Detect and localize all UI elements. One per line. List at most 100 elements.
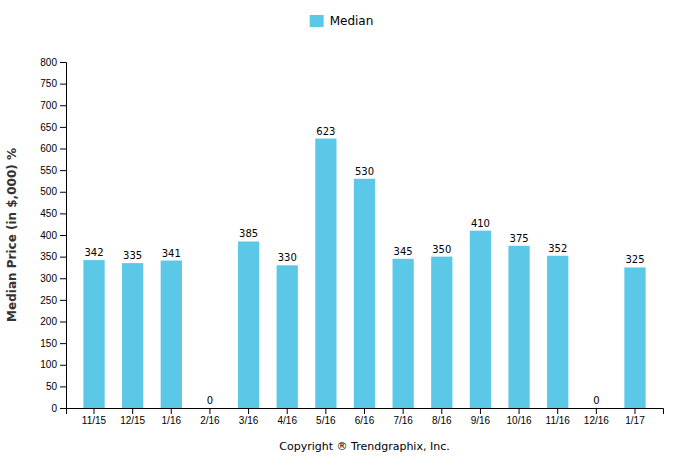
- y-tick-mark: [60, 213, 66, 214]
- y-tick: 600: [40, 143, 66, 154]
- y-axis-line: [60, 63, 67, 409]
- data-label: 530: [355, 166, 374, 177]
- y-tick-label: 550: [40, 165, 57, 176]
- y-tick-mark: [60, 386, 66, 387]
- data-label: 352: [548, 243, 567, 254]
- legend-label: Median: [330, 14, 374, 28]
- y-tick: 800: [40, 57, 66, 68]
- data-label: 325: [625, 254, 644, 265]
- y-tick-label: 300: [40, 273, 57, 284]
- bar: [277, 265, 298, 408]
- x-tick: 11/16: [546, 408, 571, 426]
- x-tick: 1/16: [162, 408, 182, 426]
- x-tick-mark: [480, 408, 481, 414]
- y-tick: 400: [40, 230, 66, 241]
- x-tick-label: 1/16: [162, 415, 182, 426]
- x-tick-label: 9/16: [471, 415, 491, 426]
- x-axis-line: [67, 409, 664, 415]
- y-tick: 100: [40, 359, 66, 370]
- x-tick-label: 5/16: [316, 415, 336, 426]
- y-tick-mark: [60, 343, 66, 344]
- data-label: 623: [316, 126, 335, 137]
- data-label: 0: [593, 395, 599, 406]
- y-tick-label: 600: [40, 143, 57, 154]
- x-tick-mark: [209, 408, 210, 414]
- x-tick: 11/15: [82, 408, 107, 426]
- y-tick: 0: [51, 403, 66, 414]
- x-tick: 2/16: [200, 408, 220, 426]
- x-tick-mark: [596, 408, 597, 414]
- bar: [586, 408, 607, 409]
- x-tick-mark: [557, 408, 558, 414]
- data-label: 342: [84, 247, 103, 258]
- data-label: 410: [471, 218, 490, 229]
- y-tick: 550: [40, 165, 66, 176]
- x-tick-label: 8/16: [432, 415, 452, 426]
- data-label: 330: [278, 252, 297, 263]
- y-tick-label: 50: [46, 381, 58, 392]
- plot: 3423353410385330623530345350410375352032…: [40, 57, 663, 426]
- y-tick-label: 650: [40, 122, 57, 133]
- x-tick-mark: [519, 408, 520, 414]
- y-tick-label: 800: [40, 57, 57, 68]
- y-tick-label: 500: [40, 186, 57, 197]
- bar: [547, 256, 568, 408]
- bar: [83, 260, 104, 408]
- x-tick: 9/16: [471, 408, 491, 426]
- x-tick-mark: [248, 408, 249, 414]
- y-tick: 300: [40, 273, 66, 284]
- y-tick-label: 0: [51, 403, 57, 414]
- x-tick: 5/16: [316, 408, 336, 426]
- x-tick: 12/15: [120, 408, 145, 426]
- x-tick-mark: [287, 408, 288, 414]
- y-tick-label: 750: [40, 78, 57, 89]
- x-tick: 12/16: [584, 408, 609, 426]
- y-tick-mark: [60, 300, 66, 301]
- y-tick: 650: [40, 122, 66, 133]
- x-tick: 1/17: [625, 408, 645, 426]
- x-tick-label: 4/16: [277, 415, 297, 426]
- x-tick-label: 6/16: [355, 415, 375, 426]
- x-tick-label: 10/16: [507, 415, 532, 426]
- y-tick-mark: [60, 408, 66, 409]
- y-tick-mark: [60, 84, 66, 85]
- bar: [354, 179, 375, 408]
- x-tick-label: 11/15: [82, 415, 107, 426]
- x-tick-label: 12/15: [120, 415, 145, 426]
- bar: [508, 246, 529, 408]
- data-label: 350: [432, 244, 451, 255]
- y-tick-mark: [60, 62, 66, 63]
- bar: [431, 257, 452, 408]
- data-label: 341: [162, 248, 181, 259]
- y-tick-label: 350: [40, 251, 57, 262]
- y-tick-mark: [60, 322, 66, 323]
- x-tick-mark: [132, 408, 133, 414]
- y-tick: 500: [40, 186, 66, 197]
- bar: [315, 139, 336, 408]
- data-label: 0: [207, 395, 213, 406]
- x-tick: 10/16: [507, 408, 532, 426]
- y-tick: 700: [40, 100, 66, 111]
- data-label: 375: [510, 233, 529, 244]
- legend-swatch: [310, 15, 324, 27]
- y-tick-mark: [60, 278, 66, 279]
- x-tick-mark: [325, 408, 326, 414]
- y-tick: 50: [46, 381, 66, 392]
- legend-item: Median: [310, 14, 374, 28]
- x-tick: 8/16: [432, 408, 452, 426]
- y-tick: 750: [40, 78, 66, 89]
- x-tick-mark: [441, 408, 442, 414]
- bar: [238, 241, 259, 408]
- y-tick-mark: [60, 365, 66, 366]
- x-tick-mark: [403, 408, 404, 414]
- bar: [393, 259, 414, 408]
- x-axis: 11/1512/151/162/163/164/165/166/167/168/…: [67, 408, 664, 426]
- y-tick: 350: [40, 251, 66, 262]
- data-labels: 3423353410385330623530345350410375352032…: [84, 126, 644, 406]
- x-tick-label: 7/16: [393, 415, 413, 426]
- chart: 3423353410385330623530345350410375352032…: [0, 0, 683, 466]
- x-axis-title: Copyright ® Trendgraphix, Inc.: [279, 440, 449, 453]
- y-tick-label: 400: [40, 230, 57, 241]
- x-tick: 7/16: [393, 408, 413, 426]
- y-tick: 450: [40, 208, 66, 219]
